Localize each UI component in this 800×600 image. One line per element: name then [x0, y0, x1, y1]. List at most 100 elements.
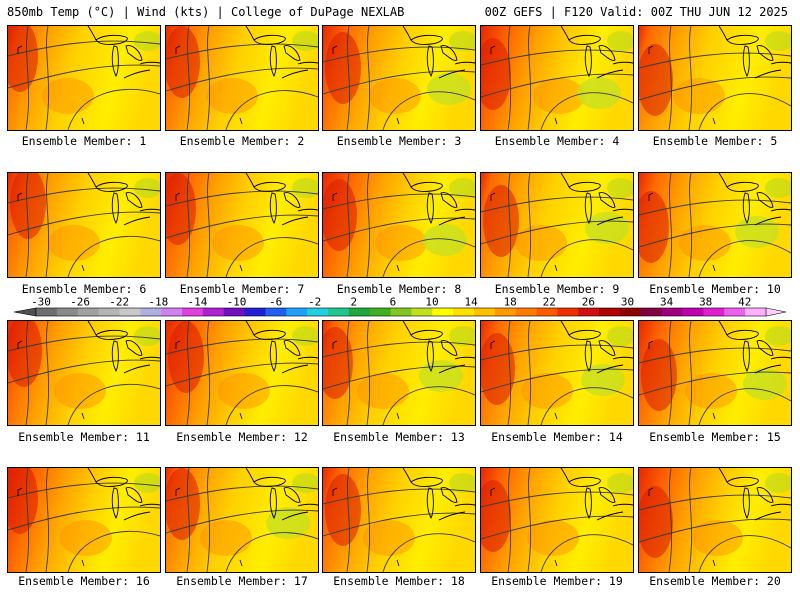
colorbar-tick-label: -2 [308, 296, 321, 309]
ensemble-member-label: Ensemble Member: 17 [176, 574, 308, 588]
ensemble-map-panel [322, 467, 476, 573]
colorbar-swatch [223, 308, 245, 316]
ensemble-map-panel [7, 320, 161, 426]
temperature-field-map [323, 173, 475, 277]
colorbar-tick-label: 2 [350, 296, 357, 309]
colorbar-swatch [703, 308, 725, 316]
colorbar-tick-label: 34 [660, 296, 674, 309]
colorbar-swatch [640, 308, 663, 316]
temperature-field-map [639, 321, 791, 425]
ensemble-map-panel [480, 172, 634, 278]
colorbar-swatch [265, 308, 287, 316]
colorbar-swatch [56, 308, 79, 316]
colorbar-swatch [36, 308, 58, 316]
temperature-field-map [323, 321, 475, 425]
colorbar-swatch [202, 308, 225, 316]
colorbar-swatch [161, 308, 183, 316]
colorbar-tick-label: 6 [390, 296, 397, 309]
valid-time: 00Z GEFS | F120 Valid: 00Z THU JUN 12 20… [484, 5, 788, 19]
temperature-field-map [481, 321, 633, 425]
ensemble-map-panel [638, 320, 792, 426]
temperature-field-map [166, 468, 318, 572]
temperature-field-map [639, 173, 791, 277]
ensemble-map-panel [480, 25, 634, 131]
ensemble-member-label: Ensemble Member: 1 [21, 134, 147, 148]
colorbar-swatch [578, 308, 600, 316]
temperature-field-map [323, 468, 475, 572]
colorbar-swatch [98, 308, 120, 316]
ensemble-map-panel [165, 467, 319, 573]
ensemble-map-panel [165, 25, 319, 131]
ensemble-member-label: Ensemble Member: 15 [649, 430, 781, 444]
ensemble-member-label: Ensemble Member: 11 [18, 430, 150, 444]
colorbar-tick-label: -22 [109, 296, 129, 309]
temperature-colorbar: -30 -26 -22 -18 -14 -10 -6 -2 2 6 10 14 18 22 26 30 34 38… [13, 296, 787, 317]
colorbar-swatch [494, 308, 517, 316]
ensemble-map-panel [165, 172, 319, 278]
ensemble-map-panel [480, 320, 634, 426]
ensemble-map-panel [322, 320, 476, 426]
ensemble-map-panel [638, 467, 792, 573]
ensemble-member-label: Ensemble Member: 14 [491, 430, 623, 444]
colorbar-swatch [620, 308, 642, 316]
colorbar-swatch [244, 308, 266, 316]
colorbar-swatch [661, 308, 683, 316]
ensemble-member-label: Ensemble Member: 4 [494, 134, 620, 148]
colorbar-tick-label: -6 [269, 296, 282, 309]
temperature-field-map [323, 26, 475, 130]
temperature-field-map [481, 26, 633, 130]
ensemble-member-label: Ensemble Member: 20 [649, 574, 781, 588]
ensemble-member-label: Ensemble Member: 19 [491, 574, 623, 588]
colorbar-swatch [453, 308, 475, 316]
colorbar-swatch [307, 308, 329, 316]
colorbar-swatch [369, 308, 391, 316]
ensemble-member-label: Ensemble Member: 13 [333, 430, 465, 444]
ensemble-map-panel [165, 320, 319, 426]
ensemble-map-panel [638, 172, 792, 278]
colorbar-tick-label: 38 [699, 296, 712, 309]
colorbar-swatch [682, 308, 704, 316]
colorbar-swatch [182, 308, 204, 316]
colorbar-swatch [286, 308, 308, 316]
ensemble-member-label: Ensemble Member: 18 [333, 574, 465, 588]
colorbar-tick-label: 30 [621, 296, 634, 309]
ensemble-member-label: Ensemble Member: 2 [179, 134, 305, 148]
colorbar-swatch [390, 308, 412, 316]
colorbar-right-arrow [765, 307, 787, 317]
temperature-field-map [166, 321, 318, 425]
colorbar-swatch [599, 308, 621, 316]
colorbar-tick-label: 22 [543, 296, 556, 309]
colorbar-swatch [77, 308, 99, 316]
ensemble-map-panel [7, 467, 161, 573]
colorbar-tick-label: -14 [187, 296, 207, 309]
temperature-field-map [639, 26, 791, 130]
ensemble-member-label: Ensemble Member: 9 [494, 282, 620, 296]
colorbar-tick-label: -30 [31, 296, 51, 309]
colorbar-tick-label: 26 [582, 296, 595, 309]
ensemble-member-label: Ensemble Member: 10 [649, 282, 781, 296]
colorbar-swatch [432, 308, 454, 316]
temperature-field-map [639, 468, 791, 572]
ensemble-member-label: Ensemble Member: 6 [21, 282, 147, 296]
ensemble-member-label: Ensemble Member: 3 [336, 134, 462, 148]
temperature-field-map [166, 26, 318, 130]
colorbar-swatch [119, 308, 141, 316]
colorbar-swatch [536, 308, 558, 316]
temperature-field-map [8, 173, 160, 277]
ensemble-map-panel [322, 25, 476, 131]
ensemble-member-label: Ensemble Member: 8 [336, 282, 462, 296]
map-title: 850mb Temp (°C) | Wind (kts) | College o… [7, 5, 405, 19]
ensemble-map-panel [322, 172, 476, 278]
colorbar-swatch [474, 308, 496, 316]
ensemble-member-label: Ensemble Member: 7 [179, 282, 305, 296]
colorbar-swatch [745, 308, 767, 316]
colorbar-swatch [724, 308, 746, 316]
temperature-field-map [166, 173, 318, 277]
colorbar-tick-label: -10 [227, 296, 247, 309]
ensemble-member-label: Ensemble Member: 5 [652, 134, 778, 148]
ensemble-map-panel [638, 25, 792, 131]
ensemble-map-panel [480, 467, 634, 573]
colorbar-swatch [411, 308, 433, 316]
temperature-field-map [481, 173, 633, 277]
colorbar-tick-label: -18 [148, 296, 168, 309]
